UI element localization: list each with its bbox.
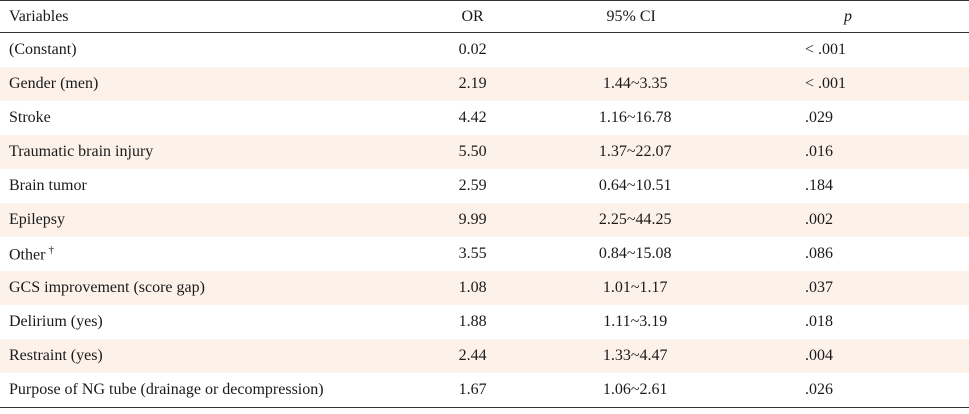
ci-cell: 1.11~3.19 [603,313,668,330]
table-row: Other † 3.55 0.84~15.08 .086 [0,237,969,271]
p-cell: .016 [727,135,969,169]
or-cell: 2.59 [458,177,487,194]
dagger-footnote-marker: † [48,243,54,256]
or-cell: 3.55 [458,245,487,262]
variable-cell: Traumatic brain injury [0,135,410,169]
header-or: OR [409,0,536,33]
or-cell: 9.99 [409,203,536,237]
p-cell: .026 [805,381,834,398]
or-cell: 1.67 [458,381,487,398]
p-cell: .002 [727,203,969,237]
header-p: p [727,0,969,33]
variable-cell: Restraint (yes) [0,339,410,373]
table-row: Purpose of NG tube (drainage or decompre… [0,373,969,407]
variable-cell: Purpose of NG tube (drainage or decompre… [9,381,324,398]
or-cell: 2.44 [409,339,536,373]
table-row: Delirium (yes) 1.88 1.11~3.19 .018 [0,305,969,339]
or-cell: 1.88 [458,313,487,330]
p-cell: .086 [805,245,834,262]
variable-cell: (Constant) [9,41,77,58]
ci-cell: 1.33~4.47 [535,339,728,373]
ci-cell: 1.44~3.35 [535,67,728,101]
header-ci: 95% CI [535,0,728,33]
p-cell: < .001 [805,41,847,58]
or-cell: 0.02 [458,41,487,58]
variable-cell: Stroke [9,109,51,126]
variable-cell: Epilepsy [0,203,410,237]
table-row: GCS improvement (score gap) 1.08 1.01~1.… [0,271,969,305]
ci-cell: 1.16~16.78 [598,109,672,126]
p-cell: .184 [805,177,834,194]
ci-cell: 0.64~10.51 [598,177,672,194]
or-cell: 4.42 [458,109,487,126]
or-cell: 2.19 [409,67,536,101]
or-cell: 1.08 [409,271,536,305]
ci-cell: 0.84~15.08 [598,245,672,262]
table-footer-rule [0,407,969,414]
header-row: Variables OR 95% CI p [0,0,969,33]
table-row: (Constant) 0.02 < .001 [0,33,969,68]
variable-label: Other [9,246,46,264]
table-row: Restraint (yes) 2.44 1.33~4.47 .004 [0,339,969,373]
variable-cell: Delirium (yes) [9,313,103,330]
p-cell: < .001 [727,67,969,101]
ci-cell: 1.06~2.61 [602,381,668,398]
variable-cell: Brain tumor [9,177,87,194]
table-row: Brain tumor 2.59 0.64~10.51 .184 [0,169,969,203]
or-cell: 5.50 [409,135,536,169]
variable-cell: GCS improvement (score gap) [0,271,410,305]
table-row: Traumatic brain injury 5.50 1.37~22.07 .… [0,135,969,169]
p-cell: .029 [805,109,834,126]
table-row: Epilepsy 9.99 2.25~44.25 .002 [0,203,969,237]
ci-cell: 1.01~1.17 [535,271,728,305]
header-variables: Variables [0,0,410,33]
ci-cell: 1.37~22.07 [535,135,728,169]
p-cell: .004 [727,339,969,373]
table-row: Stroke 4.42 1.16~16.78 .029 [0,101,969,135]
variable-cell: Other † [0,237,410,271]
ci-cell [535,33,727,68]
p-cell: .037 [727,271,969,305]
variable-cell: Gender (men) [0,67,410,101]
p-cell: .018 [805,313,834,330]
table-row: Gender (men) 2.19 1.44~3.35 < .001 [0,67,969,101]
ci-cell: 2.25~44.25 [535,203,728,237]
